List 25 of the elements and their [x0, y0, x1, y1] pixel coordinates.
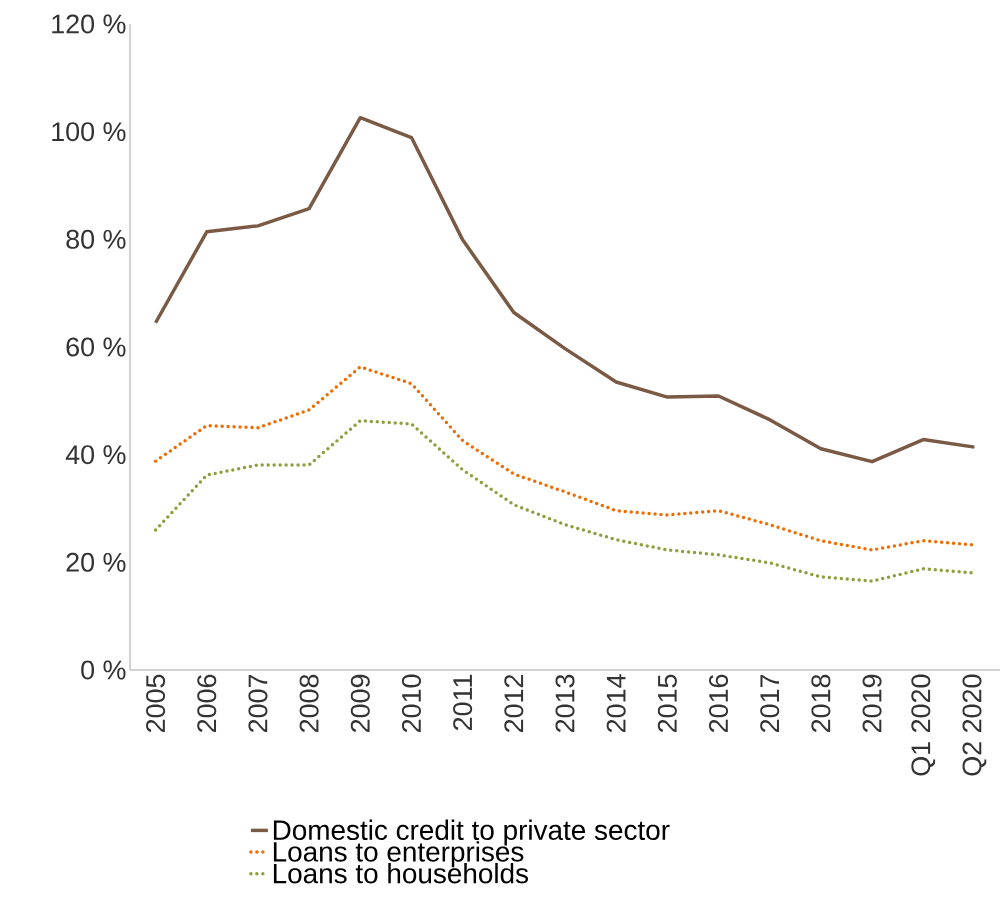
x-tick-label: Q1 2020 [911, 674, 936, 776]
y-tick-label: 0 % [81, 660, 126, 680]
x-tick-label: 2015 [657, 674, 677, 732]
y-tick-label: 120 % [52, 14, 126, 34]
x-tick-label: 2011 [453, 674, 473, 730]
x-tick-label: 2016 [709, 674, 729, 732]
x-tick-label: 2007 [248, 674, 268, 732]
y-tick-label: 20 % [66, 552, 126, 572]
x-tick-label: 2006 [197, 674, 217, 732]
y-tick-label: 40 % [65, 445, 126, 465]
x-tick-label: 2010 [401, 674, 421, 732]
x-tick-label: 2005 [146, 674, 166, 732]
x-tick-label: 2013 [555, 674, 575, 732]
y-tick-label: 60 % [66, 337, 126, 357]
y-tick-label: 100 % [52, 122, 126, 142]
x-tick-label: 2012 [504, 674, 524, 732]
x-tick-label: 2017 [760, 674, 780, 732]
y-tick-label: 80 % [66, 229, 126, 249]
x-tick-label: 2014 [606, 674, 626, 732]
x-tick-label: Q2 2020 [962, 674, 987, 776]
line-series [153, 115, 977, 464]
x-tick-label: 2019 [862, 674, 882, 732]
x-tick-label: 2008 [299, 674, 319, 732]
x-tick-label: 2009 [350, 674, 370, 732]
x-tick-label: 2018 [811, 674, 831, 732]
